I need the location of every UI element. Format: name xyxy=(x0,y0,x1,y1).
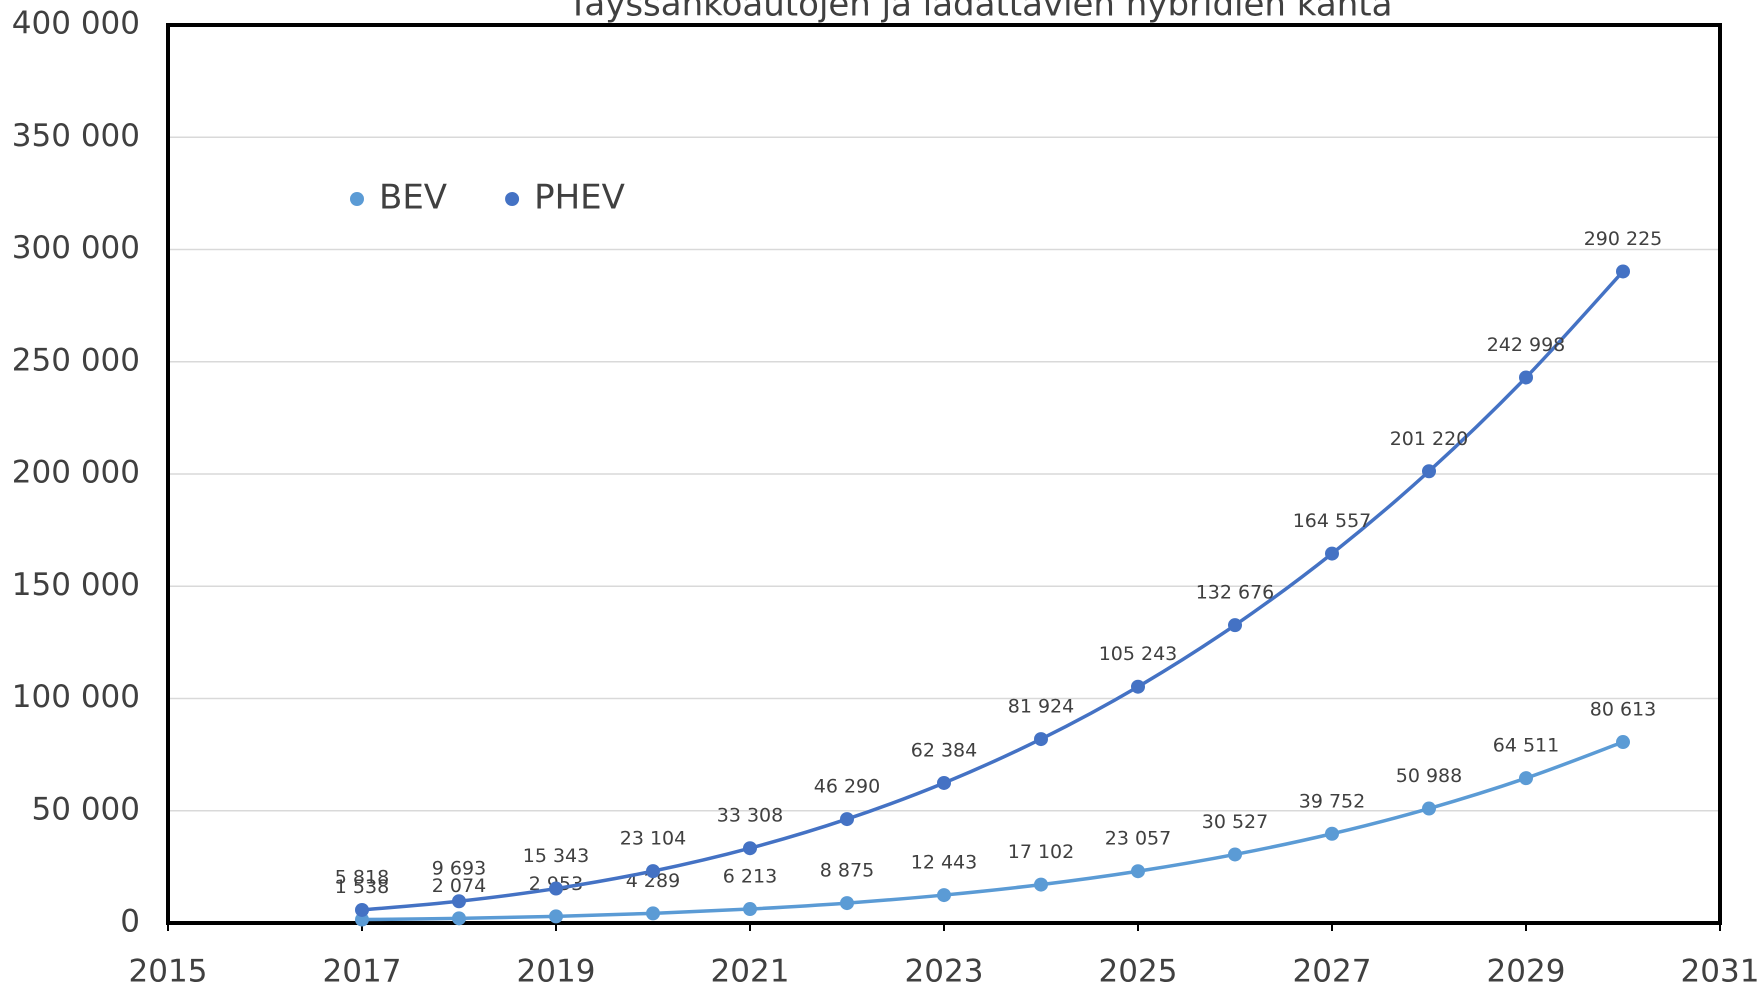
data-point xyxy=(1131,679,1145,694)
data-point xyxy=(452,894,466,909)
data-point xyxy=(1325,546,1339,561)
data-label: 64 511 xyxy=(1493,735,1559,757)
data-label: 39 752 xyxy=(1299,790,1365,812)
data-point xyxy=(1034,732,1048,747)
trend-line xyxy=(361,270,1625,912)
data-label: 9 693 xyxy=(432,858,486,880)
data-point xyxy=(937,888,951,903)
data-label: 62 384 xyxy=(911,739,977,761)
data-point xyxy=(549,881,563,896)
data-label: 1 538 xyxy=(335,876,389,898)
x-tick-label: 2017 xyxy=(323,954,402,988)
x-tick-label: 2021 xyxy=(711,954,790,988)
data-label: 12 443 xyxy=(911,852,977,874)
data-label: 50 988 xyxy=(1396,765,1462,787)
data-point xyxy=(840,812,854,827)
data-label: 132 676 xyxy=(1196,582,1275,604)
data-point xyxy=(1325,826,1339,841)
y-tick-label: 200 000 xyxy=(12,455,140,491)
data-label: 80 613 xyxy=(1590,699,1656,721)
y-tick-label: 50 000 xyxy=(32,791,140,827)
data-point xyxy=(1519,370,1533,385)
data-point xyxy=(840,896,854,911)
data-label: 290 225 xyxy=(1584,228,1663,250)
data-point xyxy=(1034,877,1048,892)
data-point xyxy=(1616,735,1630,750)
x-tick-label: 2023 xyxy=(905,954,984,988)
data-label: 5 818 xyxy=(335,866,389,888)
data-point xyxy=(1228,618,1242,633)
data-point xyxy=(1616,264,1630,279)
x-tick-label: 2025 xyxy=(1099,954,1178,988)
data-label: 15 343 xyxy=(523,845,589,867)
data-point xyxy=(452,911,466,926)
data-label: 6 213 xyxy=(723,866,777,888)
data-label: 81 924 xyxy=(1008,696,1074,718)
data-point xyxy=(743,841,757,856)
data-label: 164 557 xyxy=(1293,510,1372,532)
legend-label: PHEV xyxy=(534,178,625,218)
data-label: 105 243 xyxy=(1099,643,1178,665)
data-label: 242 998 xyxy=(1487,334,1566,356)
x-tick-label: 2019 xyxy=(517,954,596,988)
data-label: 2 074 xyxy=(432,875,486,897)
x-tick-label: 2015 xyxy=(129,954,208,988)
data-label: 33 308 xyxy=(717,805,783,827)
chart-title: Täyssähköautojen ja ladattavien hybridie… xyxy=(567,0,1393,25)
legend-marker xyxy=(505,192,520,206)
data-label: 23 057 xyxy=(1105,828,1171,850)
data-point xyxy=(1519,771,1533,786)
y-tick-label: 100 000 xyxy=(12,679,140,715)
data-label: 17 102 xyxy=(1008,841,1074,863)
plot-frame xyxy=(166,23,1722,925)
data-point xyxy=(355,912,369,927)
data-point xyxy=(1228,847,1242,862)
x-tick-label: 2031 xyxy=(1681,954,1760,988)
y-tick-label: 350 000 xyxy=(12,118,140,154)
data-point xyxy=(646,906,660,921)
data-point xyxy=(937,775,951,790)
legend-marker xyxy=(350,192,364,206)
y-tick-label: 150 000 xyxy=(12,567,140,603)
data-label: 8 875 xyxy=(820,860,874,882)
x-tick-label: 2029 xyxy=(1487,954,1566,988)
data-point xyxy=(646,864,660,879)
x-tick-label: 2027 xyxy=(1293,954,1372,988)
legend-label: BEV xyxy=(379,178,447,218)
data-label: 23 104 xyxy=(620,828,686,850)
data-label: 46 290 xyxy=(814,776,880,798)
data-point xyxy=(1422,464,1436,479)
data-point xyxy=(549,909,563,924)
y-tick-label: 0 xyxy=(120,904,140,940)
data-label: 30 527 xyxy=(1202,811,1268,833)
y-tick-label: 400 000 xyxy=(12,6,140,42)
data-label: 201 220 xyxy=(1390,428,1469,450)
data-point xyxy=(743,902,757,917)
y-tick-label: 250 000 xyxy=(12,342,140,378)
data-point xyxy=(1422,801,1436,816)
y-tick-label: 300 000 xyxy=(12,230,140,266)
data-point xyxy=(1131,864,1145,879)
data-point xyxy=(355,902,369,917)
